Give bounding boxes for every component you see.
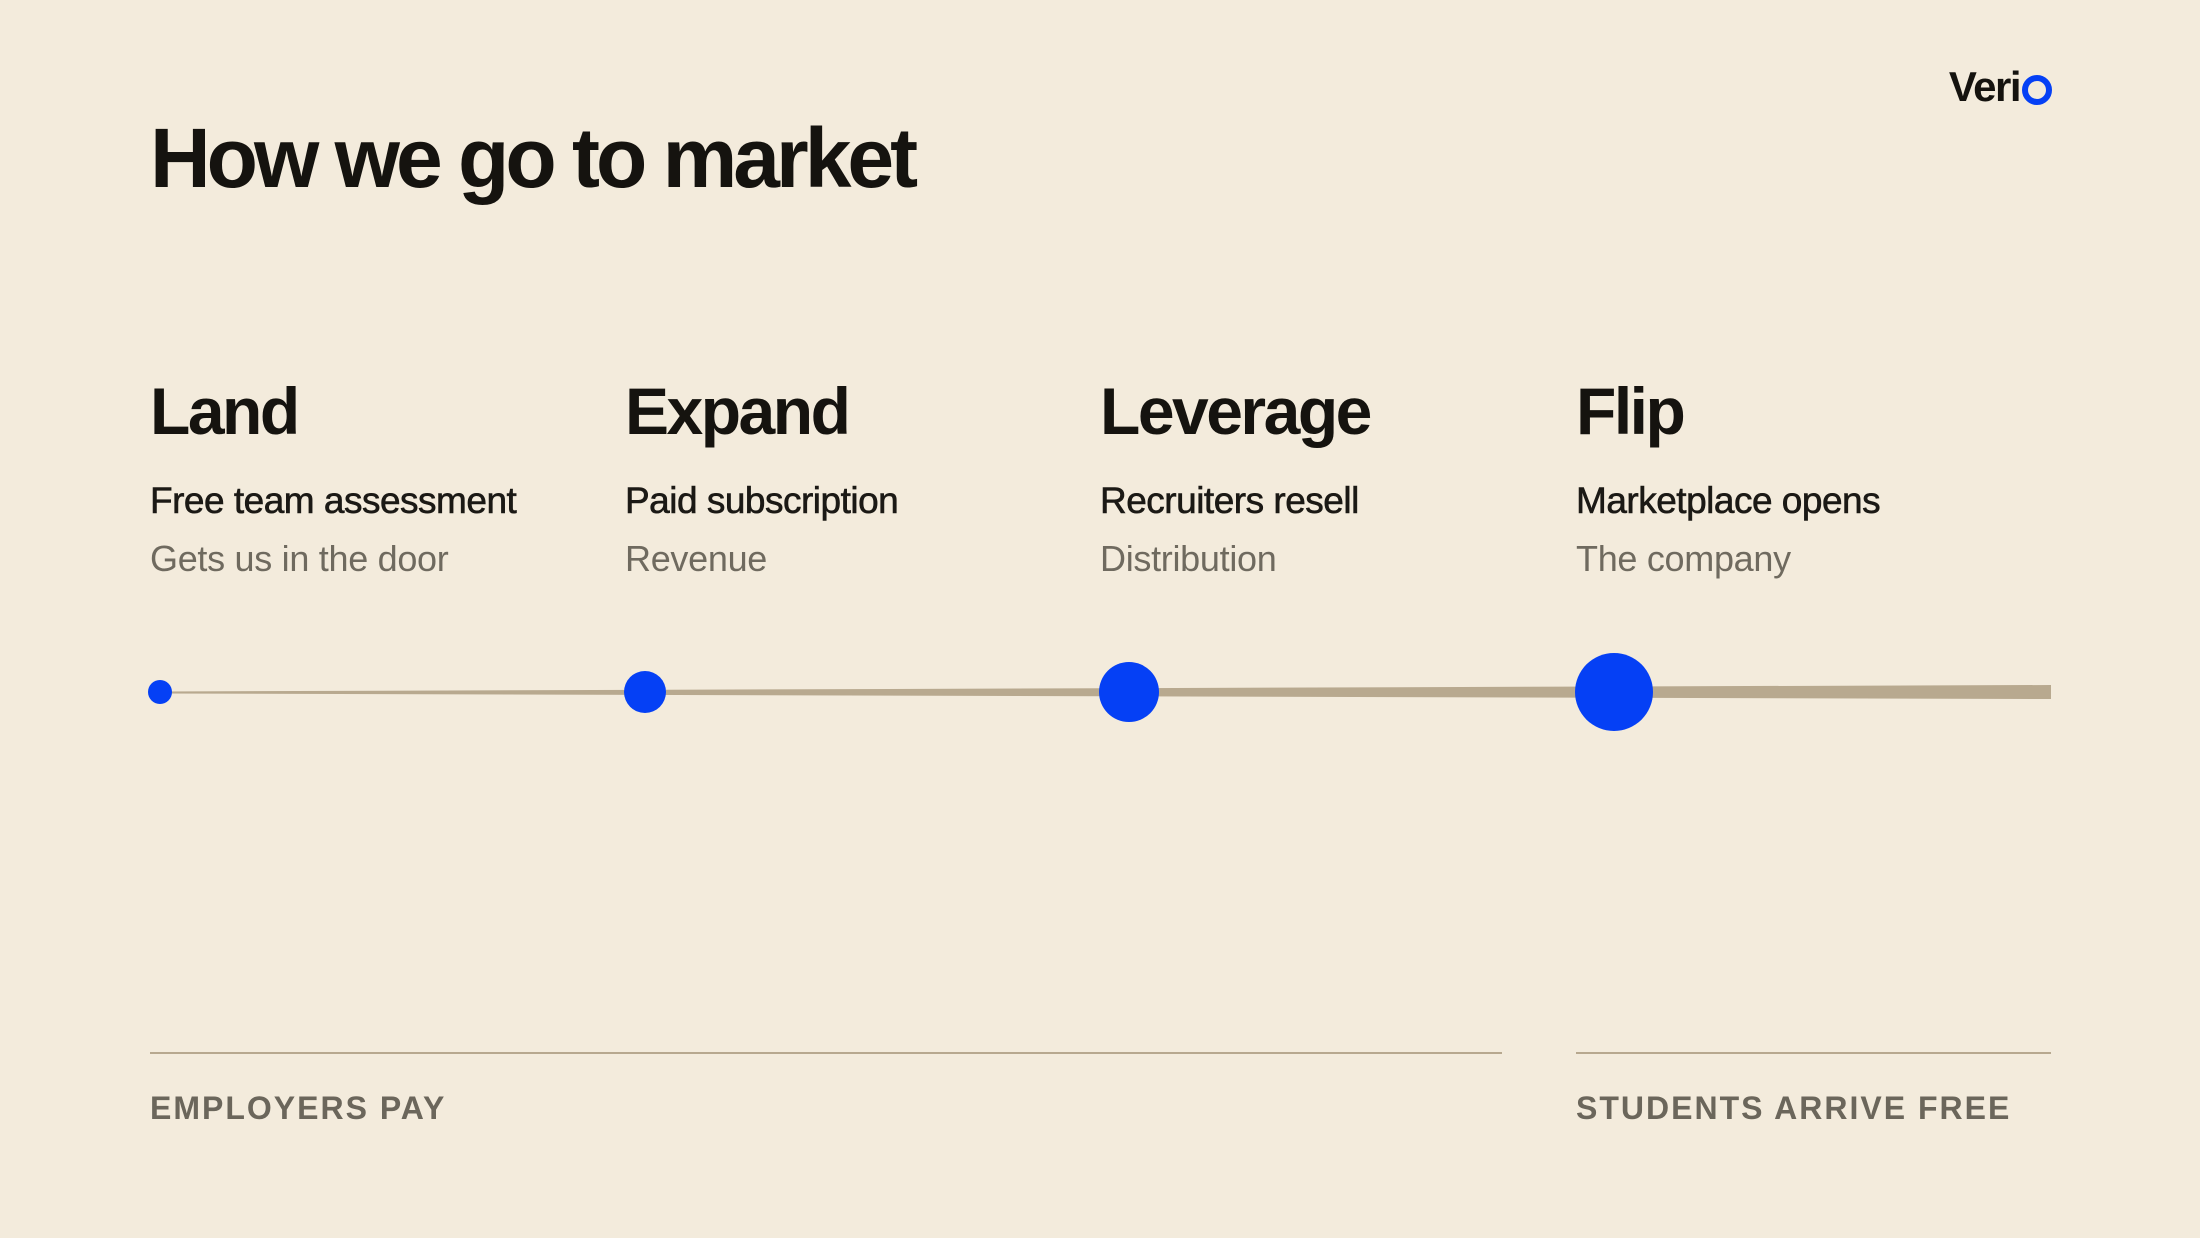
- stage-subtitle: Recruiters resell: [1100, 480, 1360, 521]
- stage-land: Land Free team assessment Gets us in the…: [150, 378, 610, 577]
- stage-note: Distribution: [1100, 538, 1277, 579]
- stage-note: Gets us in the door: [150, 538, 449, 579]
- page-title: How we go to market: [150, 111, 918, 205]
- stage-name: Land: [150, 374, 300, 448]
- logo-ring-icon: [2022, 75, 2052, 105]
- stage-name: Leverage: [1100, 374, 1372, 448]
- logo-wordmark: Veri: [1948, 63, 2022, 110]
- footer-label-students: STUDENTS ARRIVE FREE: [1576, 1090, 2012, 1126]
- footer-label-employers: EMPLOYERS PAY: [150, 1090, 447, 1126]
- timeline-node-flip: [1575, 653, 1653, 731]
- stage-note: Revenue: [625, 538, 768, 579]
- stage-expand: Expand Paid subscription Revenue: [625, 378, 1085, 577]
- stage-note: The company: [1576, 538, 1791, 579]
- timeline-node-leverage: [1099, 662, 1159, 722]
- stage-subtitle: Free team assessment: [150, 480, 517, 521]
- timeline-node-land: [148, 680, 172, 704]
- stage-name: Flip: [1576, 374, 1686, 448]
- stage-name: Expand: [625, 374, 851, 448]
- stage-subtitle: Marketplace opens: [1576, 480, 1881, 521]
- stage-subtitle: Paid subscription: [625, 480, 899, 521]
- footer-divider-left: [150, 1052, 1502, 1054]
- stage-leverage: Leverage Recruiters resell Distribution: [1100, 378, 1560, 577]
- company-logo: Veri: [1949, 66, 2052, 108]
- timeline-node-expand: [624, 671, 666, 713]
- stage-flip: Flip Marketplace opens The company: [1576, 378, 2036, 577]
- footer-divider-right: [1576, 1052, 2051, 1054]
